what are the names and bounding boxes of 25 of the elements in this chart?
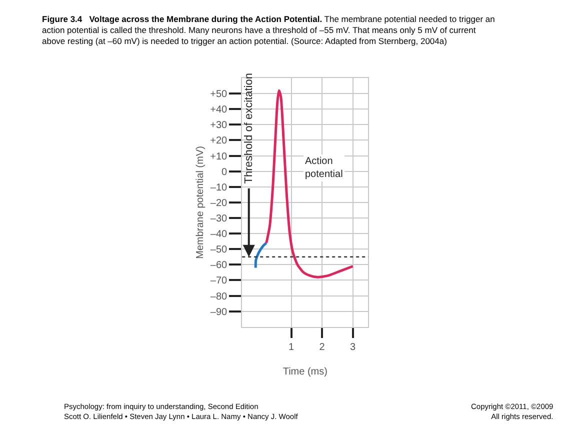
y-tick-label: 0 [222, 166, 228, 178]
y-tick-label: –30 [210, 214, 228, 225]
y-tick-label: –70 [210, 276, 228, 287]
ref-line-label: Threshold of excitation [243, 73, 256, 184]
line-series [265, 89, 354, 278]
y-tick-label: +10 [210, 151, 228, 162]
y-tick-label: –50 [210, 244, 228, 256]
x-axis-title: Time (ms) [282, 366, 328, 378]
y-tick-label: –20 [210, 198, 228, 209]
line-series [254, 242, 268, 270]
y-axis-title: Membrane potential (mV) [195, 146, 206, 259]
chart-title: Figure 3.4 Voltage across the Membrane during the Action Potential. [42, 14, 322, 24]
y-tick-label: +40 [210, 104, 228, 116]
y-tick-label: –10 [210, 182, 228, 194]
y-tick-label: –40 [210, 229, 228, 240]
y-tick-label: +50 [210, 89, 228, 100]
y-tick-label: –80 [210, 291, 228, 302]
annotation: Action potential [305, 156, 343, 180]
y-tick-label: +30 [210, 120, 228, 132]
x-tick-label: 3 [350, 342, 356, 353]
x-tick-label: 2 [319, 342, 326, 353]
y-tick-label: –60 [210, 260, 228, 272]
y-tick-label: +20 [210, 136, 228, 147]
x-tick-label: 1 [288, 342, 295, 353]
y-tick-label: –90 [210, 306, 228, 318]
